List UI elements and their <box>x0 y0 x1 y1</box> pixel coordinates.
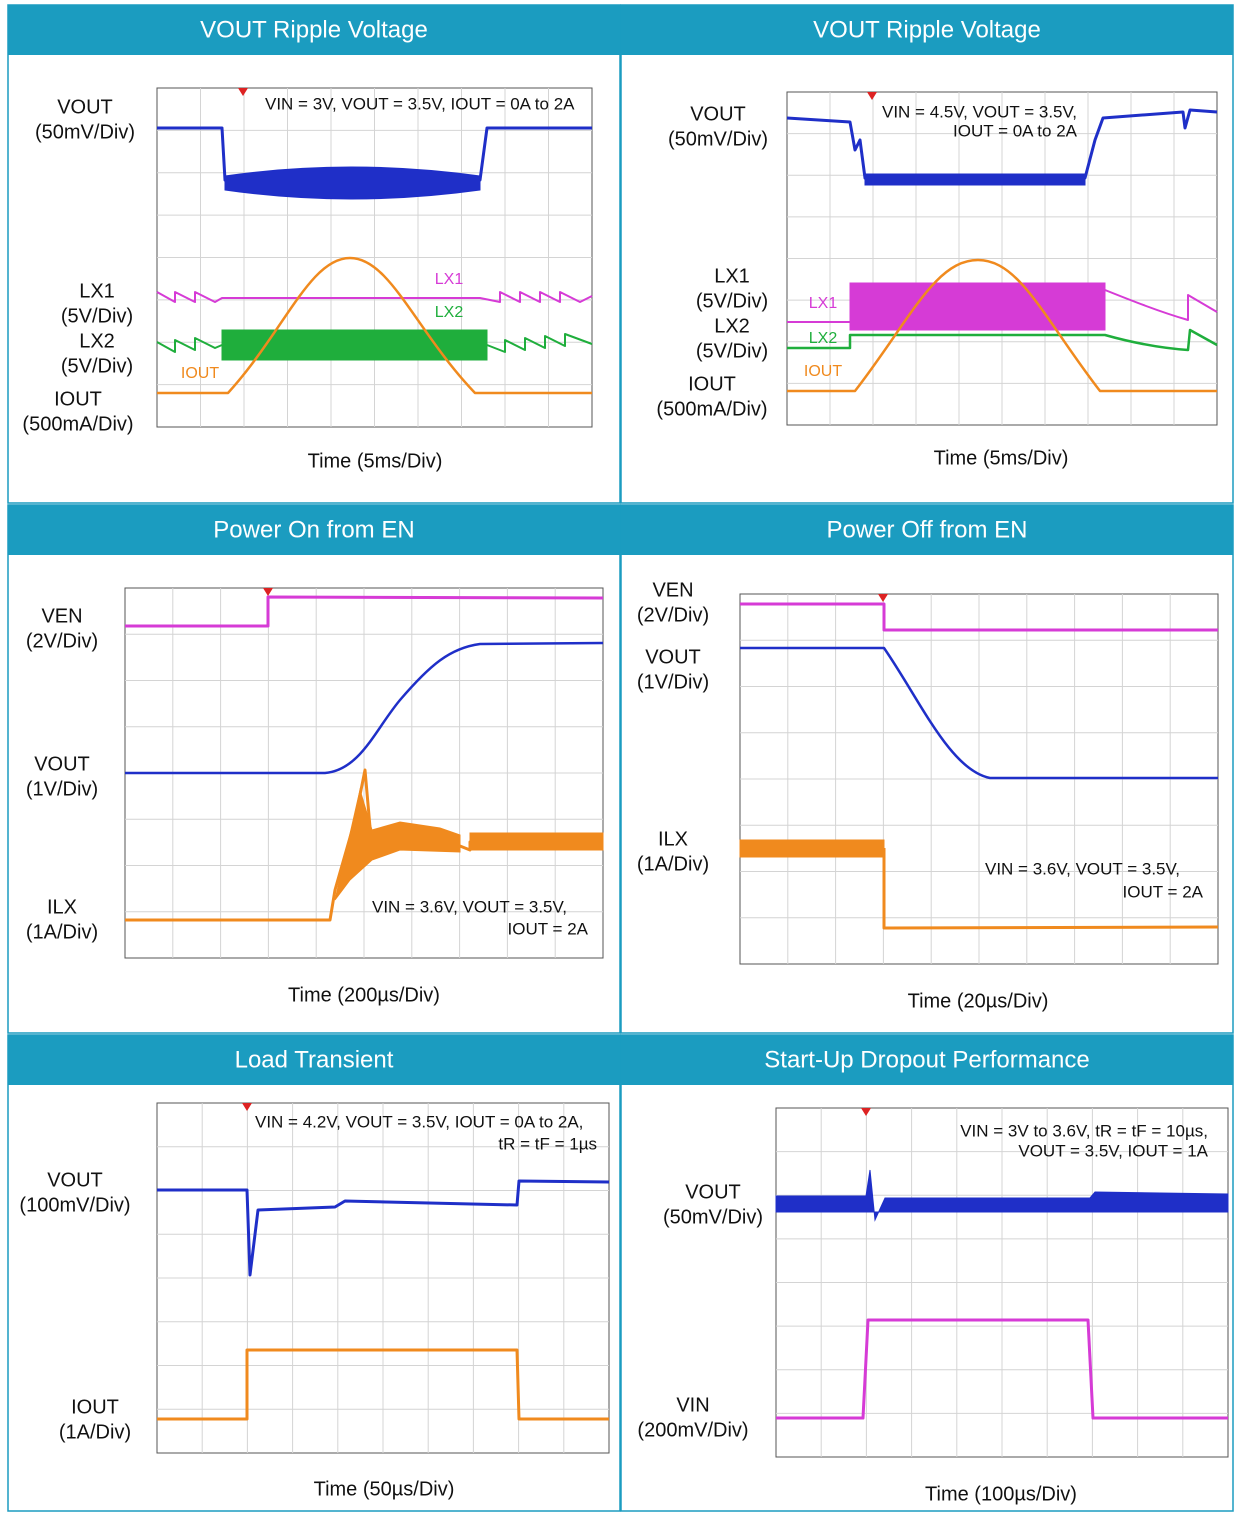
test-condition: tR = tF = 1µs <box>498 1134 597 1153</box>
test-condition: IOUT = 2A <box>1123 882 1204 901</box>
channel-label: VOUT <box>685 1181 741 1203</box>
panel-title: Start-Up Dropout Performance <box>764 1046 1089 1073</box>
panel-title: VOUT Ripple Voltage <box>813 16 1041 43</box>
waveform <box>222 330 487 360</box>
channel-label: (5V/Div) <box>696 290 768 312</box>
panel-title: Power Off from EN <box>827 516 1028 543</box>
channel-label: (5V/Div) <box>61 355 133 377</box>
channel-label: (500mA/Div) <box>656 398 767 420</box>
waveform <box>740 840 884 857</box>
waveform <box>225 167 480 199</box>
channel-label: (1A/Div) <box>637 853 709 875</box>
channel-label: (5V/Div) <box>696 340 768 362</box>
time-axis-label: Time (200µs/Div) <box>288 984 440 1006</box>
time-axis-label: Time (5ms/Div) <box>934 447 1069 469</box>
channel-label: (50mV/Div) <box>668 128 768 150</box>
channel-label: LX2 <box>79 330 115 352</box>
channel-label: VEN <box>41 605 82 627</box>
test-condition: VIN = 4.2V, VOUT = 3.5V, IOUT = 0A to 2A… <box>255 1112 583 1131</box>
time-axis-label: Time (50µs/Div) <box>314 1478 455 1500</box>
test-condition: VIN = 3V, VOUT = 3.5V, IOUT = 0A to 2A <box>265 94 575 113</box>
channel-label: (500mA/Div) <box>22 413 133 435</box>
channel-label: (50mV/Div) <box>663 1206 763 1228</box>
time-axis-label: Time (20µs/Div) <box>908 990 1049 1012</box>
channel-label: VOUT <box>47 1169 103 1191</box>
channel-label: (1A/Div) <box>26 921 98 943</box>
channel-label: VOUT <box>645 646 701 668</box>
trace-tag: LX1 <box>809 295 838 312</box>
trace-tag: LX1 <box>435 271 464 288</box>
channel-label: IOUT <box>71 1396 119 1418</box>
channel-label: ILX <box>658 828 688 850</box>
channel-label: ILX <box>47 896 77 918</box>
waveform <box>865 174 1085 185</box>
trace-tag: IOUT <box>804 363 842 380</box>
trace-tag: LX2 <box>435 304 464 321</box>
test-condition: IOUT = 2A <box>508 919 589 938</box>
channel-label: VIN <box>676 1394 709 1416</box>
channel-label: (1V/Div) <box>26 778 98 800</box>
channel-label: (2V/Div) <box>26 630 98 652</box>
time-axis-label: Time (5ms/Div) <box>308 450 443 472</box>
waveform <box>850 283 1105 330</box>
test-condition: VIN = 4.5V, VOUT = 3.5V, <box>882 102 1077 121</box>
trace-tag: IOUT <box>181 365 219 382</box>
channel-label: IOUT <box>688 373 736 395</box>
page: VOUT Ripple Voltage VOUT (50mV/Div) LX1 (5V/… <box>0 0 1234 1512</box>
channel-label: (200mV/Div) <box>637 1419 748 1441</box>
panel-title: Power On from EN <box>213 516 414 543</box>
trace-tag: LX2 <box>809 330 838 347</box>
waveform <box>470 833 603 850</box>
channel-label: (5V/Div) <box>61 305 133 327</box>
channel-label: (50mV/Div) <box>35 121 135 143</box>
channel-label: (100mV/Div) <box>19 1194 130 1216</box>
time-axis-label: Time (100µs/Div) <box>925 1483 1077 1505</box>
channel-label: LX1 <box>79 280 115 302</box>
channel-label: VOUT <box>34 753 90 775</box>
test-condition: IOUT = 0A to 2A <box>953 121 1078 140</box>
panel-title: VOUT Ripple Voltage <box>200 16 428 43</box>
channel-label: VEN <box>652 579 693 601</box>
channel-label: (1V/Div) <box>637 671 709 693</box>
channel-label: VOUT <box>57 96 113 118</box>
channel-label: IOUT <box>54 388 102 410</box>
channel-label: LX1 <box>714 265 750 287</box>
test-condition: VOUT = 3.5V, IOUT = 1A <box>1018 1141 1208 1160</box>
test-condition: VIN = 3.6V, VOUT = 3.5V, <box>372 897 567 916</box>
channel-label: VOUT <box>690 103 746 125</box>
channel-label: (1A/Div) <box>59 1421 131 1443</box>
channel-label: LX2 <box>714 315 750 337</box>
test-condition: VIN = 3V to 3.6V, tR = tF = 10µs, <box>960 1121 1208 1140</box>
channel-label: (2V/Div) <box>637 604 709 626</box>
panel-title: Load Transient <box>235 1046 394 1073</box>
test-condition: VIN = 3.6V, VOUT = 3.5V, <box>985 859 1180 878</box>
